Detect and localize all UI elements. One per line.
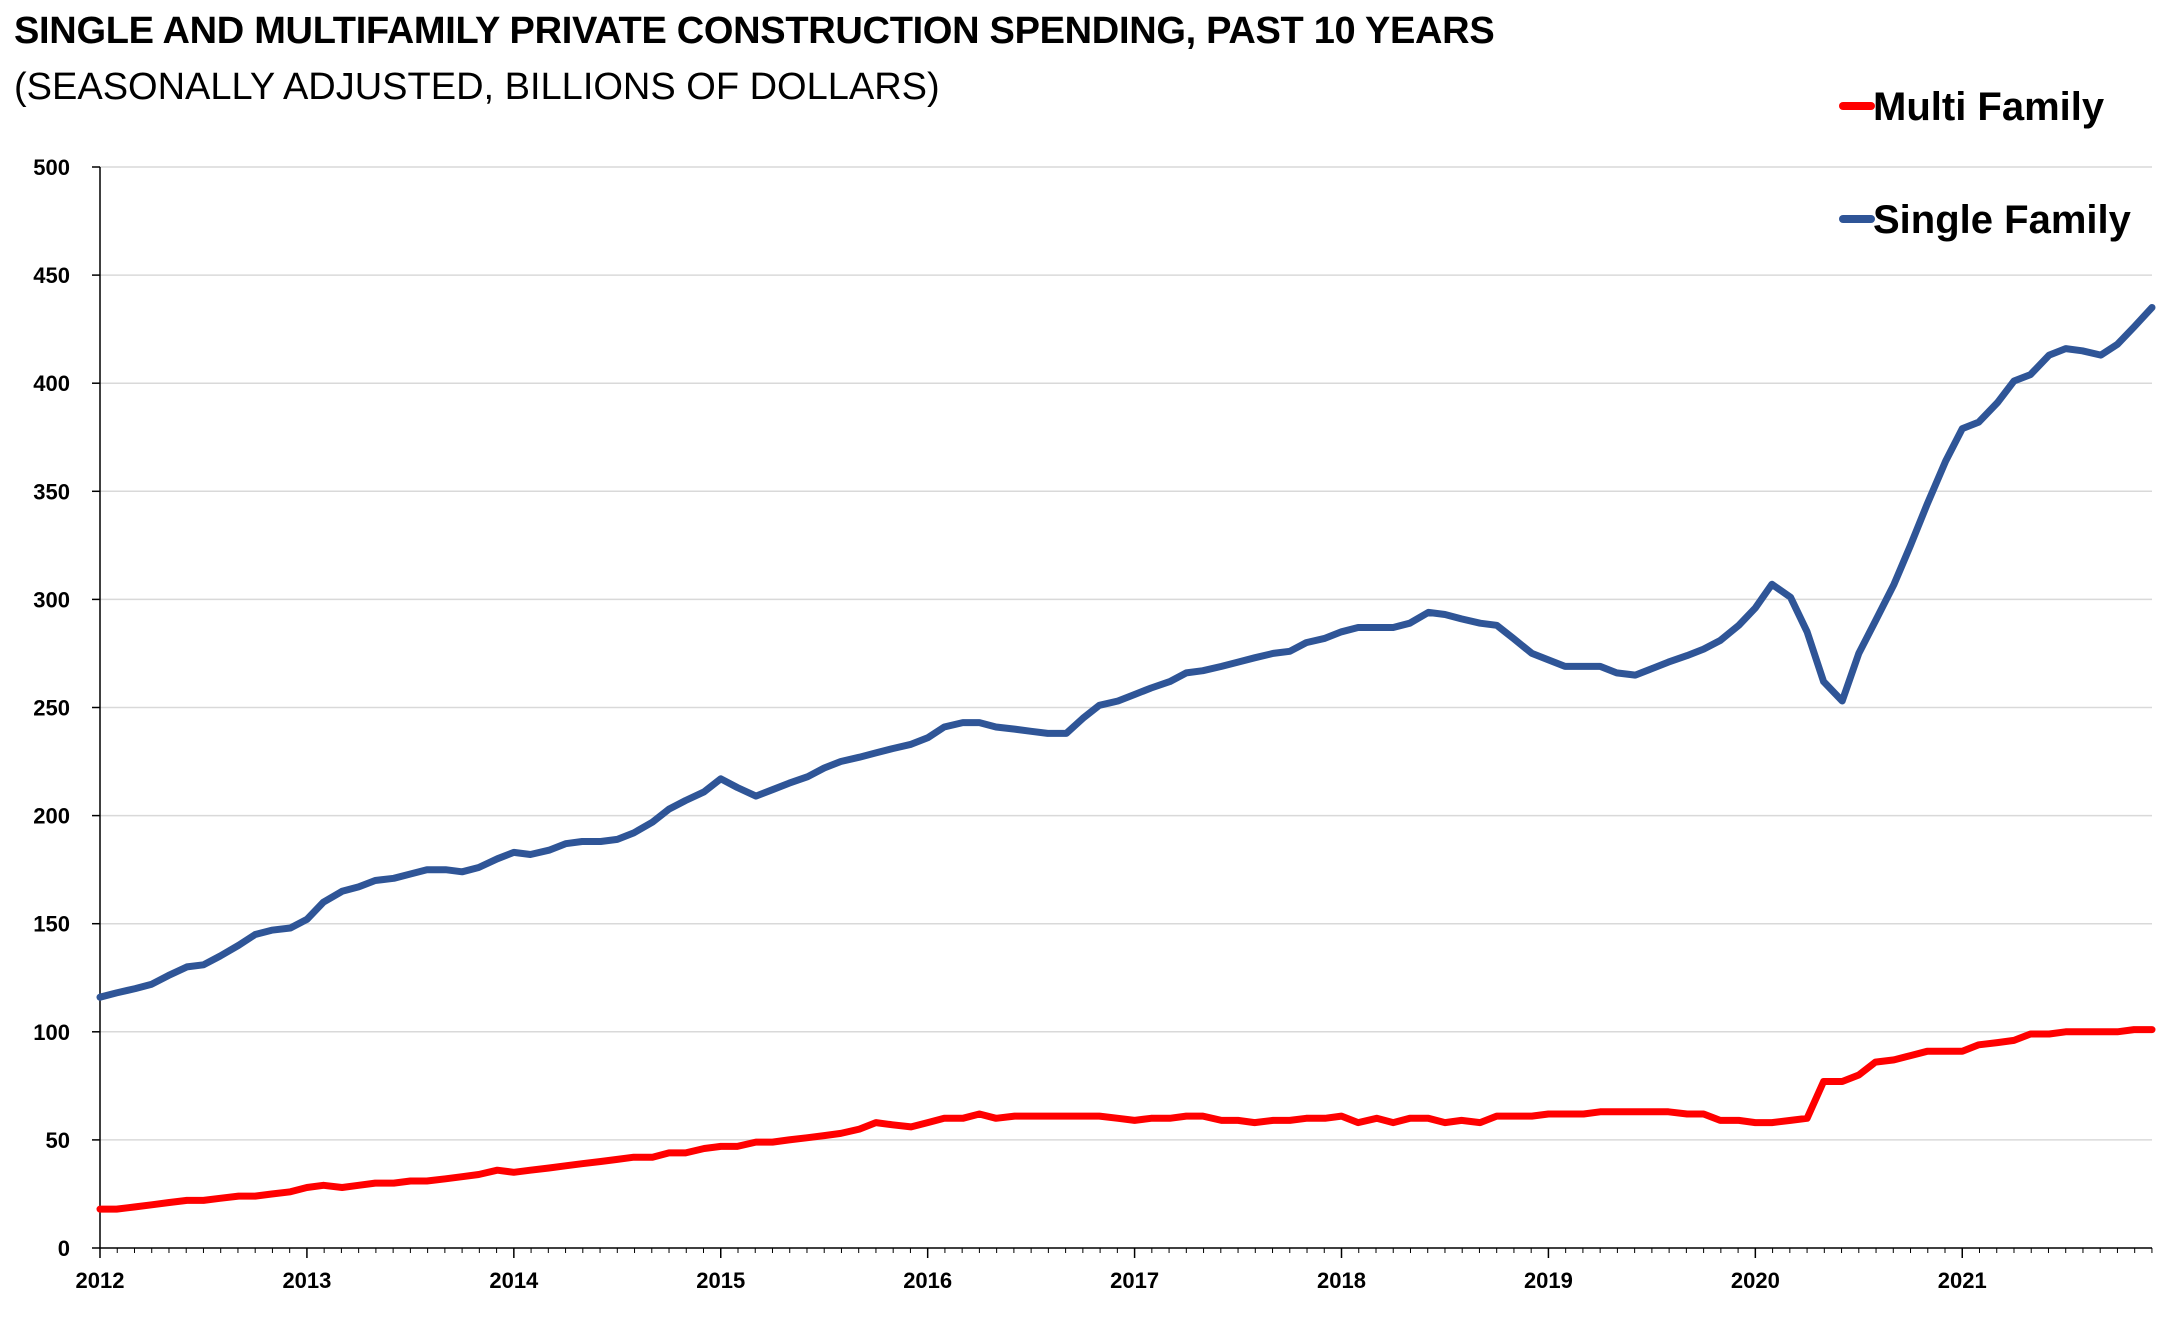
x-tick-label-2020: 2020 bbox=[1731, 1268, 1780, 1293]
series-lines bbox=[96, 304, 2156, 1213]
x-tick-label-2015: 2015 bbox=[696, 1268, 745, 1293]
y-tick-label-200: 200 bbox=[33, 804, 70, 829]
gridlines bbox=[100, 166, 2152, 1141]
legend-label-single-family: Single Family bbox=[1873, 198, 2132, 242]
series-line-multi-family bbox=[96, 1026, 2156, 1213]
y-tick-label-450: 450 bbox=[33, 263, 70, 288]
x-tick-label-2019: 2019 bbox=[1524, 1268, 1573, 1293]
y-tick-label-250: 250 bbox=[33, 696, 70, 721]
legend: Multi Family Single Family bbox=[1839, 85, 2132, 242]
x-tick-label-2017: 2017 bbox=[1110, 1268, 1159, 1293]
y-tick-label-50: 50 bbox=[46, 1128, 70, 1153]
y-tick-label-150: 150 bbox=[33, 912, 70, 937]
chart-subtitle: (SEASONALLY ADJUSTED, BILLIONS OF DOLLAR… bbox=[14, 66, 940, 108]
y-tick-label-350: 350 bbox=[33, 479, 70, 504]
axes: 0 50 100 150 200 250 300 350 400 450 500 2012 2013 20… bbox=[33, 155, 2153, 1293]
y-tick-label-100: 100 bbox=[33, 1020, 70, 1045]
x-tick-label-2016: 2016 bbox=[903, 1268, 952, 1293]
x-tick-label-2014: 2014 bbox=[489, 1268, 539, 1293]
x-tick-label-2013: 2013 bbox=[282, 1268, 331, 1293]
y-tick-label-500: 500 bbox=[33, 155, 70, 180]
y-tick-label-400: 400 bbox=[33, 371, 70, 396]
x-tick-label-2012: 2012 bbox=[76, 1268, 125, 1293]
chart-title: SINGLE AND MULTIFAMILY PRIVATE CONSTRUCT… bbox=[14, 10, 1495, 52]
legend-label-multi-family: Multi Family bbox=[1873, 85, 2105, 129]
y-tick-label-300: 300 bbox=[33, 587, 70, 612]
y-tick-label-0: 0 bbox=[58, 1236, 70, 1261]
x-tick-label-2021: 2021 bbox=[1938, 1268, 1987, 1293]
x-tick-label-2018: 2018 bbox=[1317, 1268, 1366, 1293]
series-line-single-family bbox=[96, 304, 2156, 1001]
